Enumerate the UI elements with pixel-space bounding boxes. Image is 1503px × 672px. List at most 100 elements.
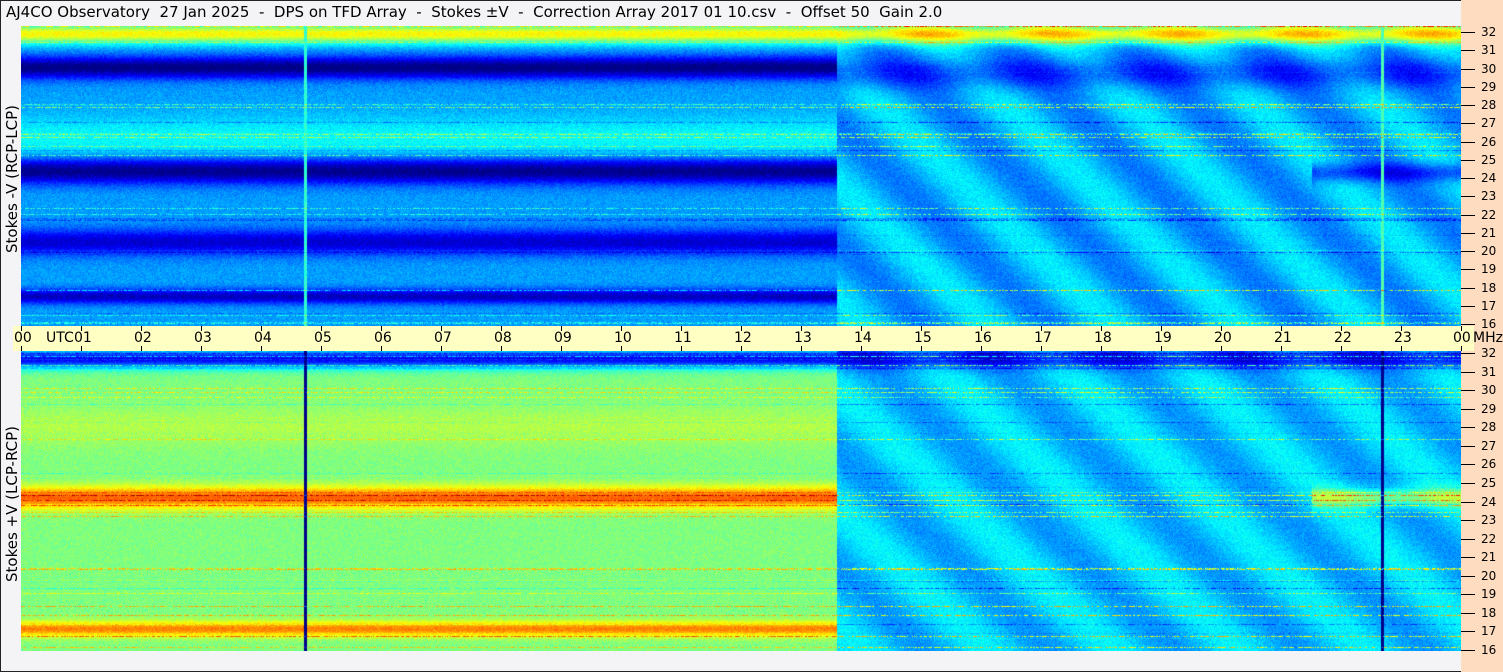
- time-axis: [13, 326, 1474, 351]
- freq-tick: [1461, 631, 1475, 632]
- time-tick: [441, 326, 442, 331]
- freq-tick: [1461, 427, 1475, 428]
- time-tick-label: 02: [134, 330, 152, 346]
- time-tick-label: 05: [314, 330, 332, 346]
- time-tick: [1221, 346, 1222, 351]
- time-tick-label: 13: [794, 330, 812, 346]
- freq-tick-label: 20: [1481, 569, 1497, 583]
- time-tick: [741, 326, 742, 331]
- freq-tick: [1461, 178, 1475, 179]
- time-tick: [141, 326, 142, 331]
- time-tick: [1041, 326, 1042, 331]
- time-tick-label: 12: [734, 330, 752, 346]
- freq-tick-label: 27: [1481, 439, 1497, 453]
- time-tick: [741, 346, 742, 351]
- time-tick: [1401, 326, 1402, 331]
- freq-tick-label: 29: [1481, 80, 1497, 94]
- time-tick: [1461, 346, 1462, 351]
- time-tick: [981, 326, 982, 331]
- top-panel-ylabel: Stokes -V (RCP-LCP): [3, 105, 21, 253]
- freq-tick-label: 21: [1481, 226, 1497, 240]
- time-tick: [321, 326, 322, 331]
- time-tick: [861, 326, 862, 331]
- time-tick: [381, 326, 382, 331]
- freq-tick-label: 18: [1481, 606, 1497, 620]
- freq-tick-label: 31: [1481, 43, 1497, 57]
- freq-tick: [1461, 306, 1475, 307]
- time-tick: [141, 346, 142, 351]
- freq-tick-label: 22: [1481, 208, 1497, 222]
- time-tick: [261, 346, 262, 351]
- time-tick-label: 11: [674, 330, 692, 346]
- utc-label: UTC: [46, 330, 74, 346]
- freq-tick-label: 30: [1481, 383, 1497, 397]
- freq-tick: [1461, 233, 1475, 234]
- freq-tick: [1461, 372, 1475, 373]
- time-tick-label: 06: [374, 330, 392, 346]
- freq-tick: [1461, 196, 1475, 197]
- freq-tick: [1461, 353, 1475, 354]
- freq-tick: [1461, 87, 1475, 88]
- freq-tick-label: 26: [1481, 457, 1497, 471]
- freq-tick-label: 23: [1481, 189, 1497, 203]
- time-tick: [621, 346, 622, 351]
- time-tick: [81, 346, 82, 351]
- freq-tick-label: 27: [1481, 116, 1497, 130]
- freq-tick-label: 17: [1481, 624, 1497, 638]
- time-tick: [201, 346, 202, 351]
- time-tick-label: 17: [1034, 330, 1052, 346]
- time-tick: [381, 346, 382, 351]
- freq-tick: [1461, 288, 1475, 289]
- chart-title: AJ4CO Observatory 27 Jan 2025 - DPS on T…: [6, 3, 943, 21]
- bottom-spectrogram: [21, 351, 1461, 651]
- mhz-label: MHz: [1473, 330, 1503, 346]
- time-tick: [561, 346, 562, 351]
- time-tick-label: 04: [254, 330, 272, 346]
- freq-tick-label: 31: [1481, 365, 1497, 379]
- freq-tick-label: 29: [1481, 402, 1497, 416]
- time-tick-label: 16: [974, 330, 992, 346]
- time-tick: [201, 326, 202, 331]
- time-tick: [81, 326, 82, 331]
- freq-tick: [1461, 390, 1475, 391]
- freq-tick: [1461, 251, 1475, 252]
- time-tick: [801, 346, 802, 351]
- time-tick-label: 08: [494, 330, 512, 346]
- time-tick: [921, 346, 922, 351]
- freq-tick: [1461, 50, 1475, 51]
- freq-tick: [1461, 215, 1475, 216]
- bottom-panel-ylabel: Stokes +V (LCP-RCP): [3, 426, 21, 582]
- time-tick: [1041, 346, 1042, 351]
- freq-tick: [1461, 594, 1475, 595]
- time-tick: [1221, 326, 1222, 331]
- time-tick-label: 18: [1094, 330, 1112, 346]
- freq-tick-label: 22: [1481, 532, 1497, 546]
- freq-tick-label: 24: [1481, 171, 1497, 185]
- time-tick: [621, 326, 622, 331]
- freq-tick: [1461, 32, 1475, 33]
- freq-tick-label: 17: [1481, 299, 1497, 313]
- time-tick-label: 22: [1334, 330, 1352, 346]
- time-tick: [1341, 326, 1342, 331]
- time-tick-label: 09: [554, 330, 572, 346]
- freq-tick-label: 32: [1481, 25, 1497, 39]
- time-tick-label: 10: [614, 330, 632, 346]
- time-tick-label: 14: [854, 330, 872, 346]
- freq-tick: [1461, 269, 1475, 270]
- freq-tick: [1461, 446, 1475, 447]
- time-tick: [1281, 326, 1282, 331]
- top-spectrogram: [21, 26, 1461, 326]
- time-tick: [921, 326, 922, 331]
- time-tick-label: 00: [14, 330, 32, 346]
- time-tick: [561, 326, 562, 331]
- time-tick: [501, 346, 502, 351]
- freq-tick: [1461, 409, 1475, 410]
- time-tick: [681, 346, 682, 351]
- freq-tick: [1461, 483, 1475, 484]
- freq-tick: [1461, 69, 1475, 70]
- freq-tick-label: 25: [1481, 153, 1497, 167]
- time-tick: [981, 346, 982, 351]
- time-tick: [1281, 346, 1282, 351]
- time-tick: [861, 346, 862, 351]
- freq-tick-label: 30: [1481, 62, 1497, 76]
